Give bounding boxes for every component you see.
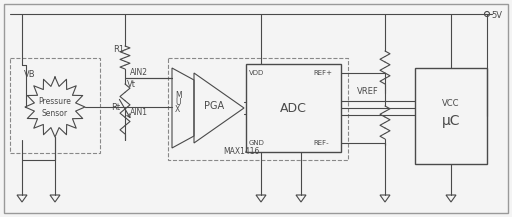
Text: AIN1: AIN1 — [130, 108, 148, 117]
Text: VCC: VCC — [442, 100, 460, 108]
Bar — [415, 68, 487, 164]
Text: VDD: VDD — [249, 70, 264, 76]
Text: PGA: PGA — [204, 101, 224, 111]
Bar — [168, 58, 348, 160]
Bar — [10, 58, 100, 153]
Bar — [246, 64, 341, 152]
Text: 5V: 5V — [491, 10, 502, 20]
Text: μC: μC — [442, 114, 460, 128]
Text: Sensor: Sensor — [42, 108, 68, 117]
Text: GND: GND — [249, 140, 265, 146]
Text: AIN2: AIN2 — [130, 68, 148, 77]
Text: U: U — [175, 98, 181, 107]
Text: M: M — [175, 91, 182, 100]
Text: VB: VB — [24, 70, 36, 79]
Text: MAX1416: MAX1416 — [223, 147, 260, 156]
Text: Vt: Vt — [127, 80, 136, 89]
Text: X: X — [175, 105, 180, 114]
Text: REF+: REF+ — [313, 70, 332, 76]
Text: R1: R1 — [113, 46, 124, 54]
Text: Rt: Rt — [111, 102, 120, 112]
Text: VREF: VREF — [357, 87, 379, 95]
Text: REF-: REF- — [313, 140, 329, 146]
Text: ADC: ADC — [280, 102, 307, 115]
Text: Pressure: Pressure — [38, 97, 72, 107]
